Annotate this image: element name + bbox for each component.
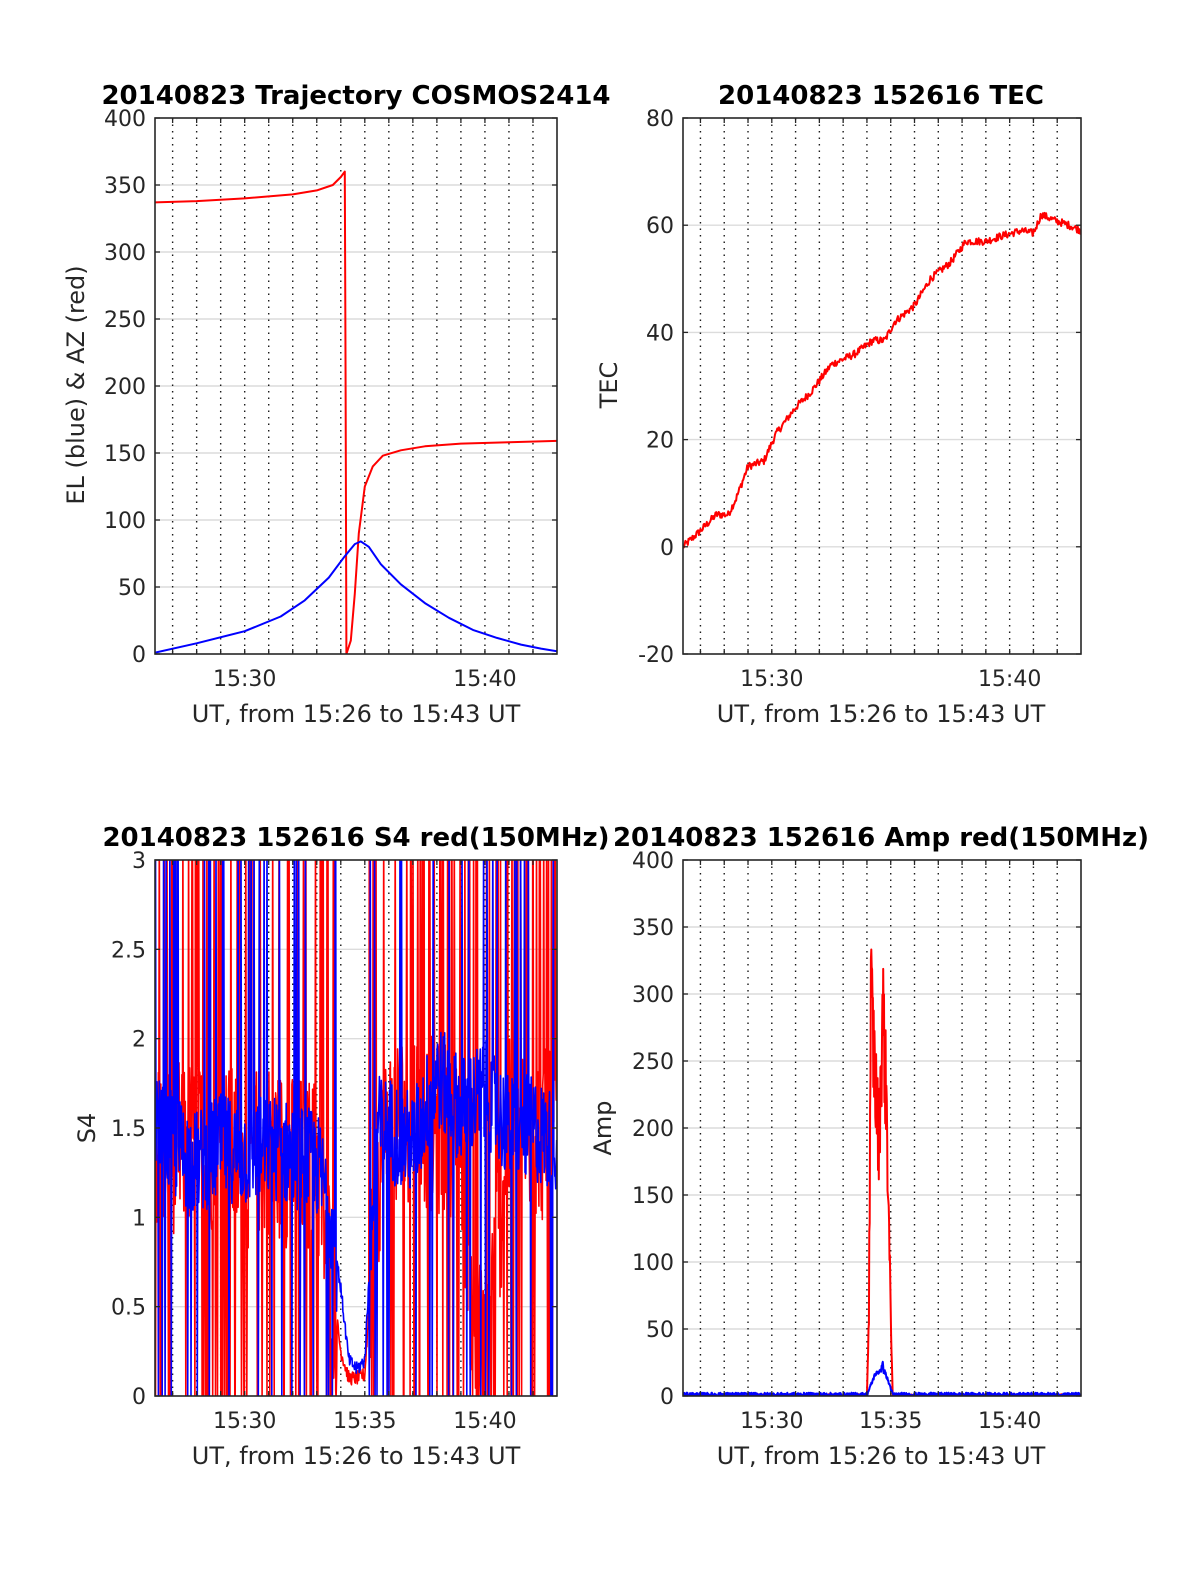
amp-title: 20140823 152616 Amp red(150MHz) (613, 823, 1149, 853)
panel-amp: 20140823 152616 Amp red(150MHz) UT, from… (589, 823, 1149, 1470)
trajectory-series-red (155, 170, 557, 654)
trajectory-xtick-label: 15:30 (213, 667, 276, 692)
panel-tec: 20140823 152616 TEC UT, from 15:26 to 15… (595, 81, 1082, 728)
amp-ytick-label: 50 (646, 1318, 674, 1343)
panel-s4: 20140823 152616 S4 red(150MHz) UT, from … (73, 823, 610, 1470)
trajectory-ytick-label: 200 (104, 375, 146, 400)
tec-ytick-label: 0 (660, 536, 674, 561)
tec-xtick-label: 15:40 (978, 667, 1041, 692)
trajectory-ylabel: EL (blue) & AZ (red) (62, 265, 90, 504)
tec-series-red (683, 211, 1081, 549)
s4-ytick-label: 1 (132, 1206, 146, 1231)
tec-ytick-label: 60 (646, 214, 674, 239)
trajectory-ytick-label: 400 (104, 107, 146, 132)
amp-ytick-label: 250 (632, 1050, 674, 1075)
tec-ylabel: TEC (595, 362, 623, 410)
s4-ytick-label: 3 (132, 849, 146, 874)
s4-xtick-label: 15:40 (453, 1409, 516, 1434)
s4-xlabel: UT, from 15:26 to 15:43 UT (192, 1442, 521, 1470)
amp-xtick-label: 15:35 (859, 1409, 922, 1434)
tec-ytick-label: 80 (646, 107, 674, 132)
trajectory-series-blue (155, 540, 557, 654)
trajectory-title: 20140823 Trajectory COSMOS2414 (101, 81, 610, 111)
trajectory-ytick-label: 100 (104, 509, 146, 534)
s4-series-blue (155, 860, 557, 1396)
tec-ytick-label: 20 (646, 429, 674, 454)
s4-xtick-label: 15:35 (333, 1409, 396, 1434)
amp-xlabel: UT, from 15:26 to 15:43 UT (717, 1442, 1046, 1470)
amp-ytick-label: 400 (632, 849, 674, 874)
trajectory-xtick-label: 15:40 (453, 667, 516, 692)
amp-xtick-label: 15:40 (978, 1409, 1041, 1434)
trajectory-ytick-label: 150 (104, 442, 146, 467)
s4-ytick-label: 0.5 (111, 1296, 146, 1321)
s4-ylabel: S4 (73, 1113, 101, 1144)
trajectory-ytick-label: 0 (132, 643, 146, 668)
s4-xtick-label: 15:30 (213, 1409, 276, 1434)
s4-ytick-label: 2 (132, 1028, 146, 1053)
s4-title: 20140823 152616 S4 red(150MHz) (102, 823, 609, 853)
trajectory-ytick-label: 50 (118, 576, 146, 601)
tec-plot-frame (682, 117, 1082, 655)
tec-ytick-label: -20 (638, 643, 674, 668)
s4-ytick-label: 1.5 (111, 1117, 146, 1142)
trajectory-ytick-label: 300 (104, 241, 146, 266)
amp-ytick-label: 350 (632, 916, 674, 941)
trajectory-ytick-label: 250 (104, 308, 146, 333)
amp-series-blue (683, 1360, 1081, 1396)
tec-xlabel: UT, from 15:26 to 15:43 UT (717, 700, 1046, 728)
amp-ytick-label: 0 (660, 1385, 674, 1410)
tec-xtick-label: 15:30 (740, 667, 803, 692)
amp-ytick-label: 150 (632, 1184, 674, 1209)
tec-title: 20140823 152616 TEC (718, 81, 1044, 111)
s4-ytick-label: 0 (132, 1385, 146, 1410)
amp-ytick-label: 100 (632, 1251, 674, 1276)
amp-xtick-label: 15:30 (740, 1409, 803, 1434)
amp-ylabel: Amp (589, 1100, 617, 1155)
tec-series-group (683, 211, 1081, 549)
trajectory-ytick-label: 350 (104, 174, 146, 199)
panel-trajectory: 20140823 Trajectory COSMOS2414 UT, from … (62, 81, 611, 728)
amp-ytick-label: 200 (632, 1117, 674, 1142)
trajectory-xlabel: UT, from 15:26 to 15:43 UT (192, 700, 521, 728)
s4-series-group (155, 860, 557, 1396)
amp-ytick-label: 300 (632, 983, 674, 1008)
s4-ytick-label: 2.5 (111, 938, 146, 963)
trajectory-series-group (155, 170, 557, 654)
tec-ytick-label: 40 (646, 321, 674, 346)
